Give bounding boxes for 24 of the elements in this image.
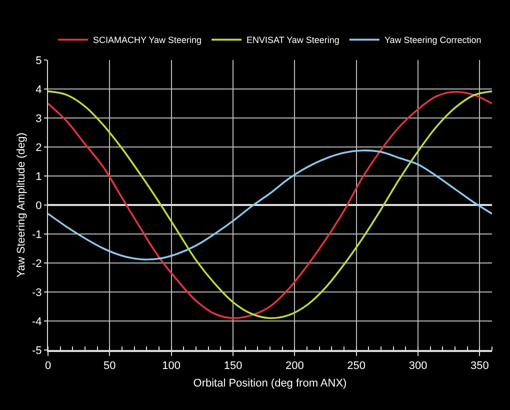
legend-label: SCIAMACHY Yaw Steering: [93, 35, 202, 46]
x-tick-label: 100: [162, 360, 181, 372]
x-tick-label: 350: [470, 360, 489, 372]
y-tick-label: 3: [36, 112, 42, 125]
x-tick-label: 250: [347, 360, 366, 372]
y-tick-label: -1: [32, 228, 42, 241]
y-tick-label: 1: [36, 170, 42, 183]
y-tick-label: -3: [32, 286, 42, 299]
y-tick-label: -4: [32, 316, 42, 328]
x-tick-label: 0: [44, 360, 52, 372]
legend-label: ENVISAT Yaw Steering: [246, 35, 340, 46]
y-tick-label: 5: [36, 54, 42, 67]
y-axis-title: Yaw Steering Amplitude (deg): [16, 132, 28, 278]
x-tick-label: 200: [285, 360, 304, 372]
y-tick-label: -2: [32, 258, 42, 270]
y-tick-label: 0: [36, 200, 42, 212]
y-tick-label: 2: [36, 142, 42, 154]
legend-label: Yaw Steering Correction: [384, 35, 482, 46]
x-tick-label: 150: [224, 360, 242, 372]
x-axis-title: Orbital Position (deg from ANX): [193, 378, 347, 390]
y-tick-label: 4: [36, 84, 42, 96]
x-tick-label: 300: [408, 360, 428, 372]
y-tick-label: -5: [32, 344, 42, 357]
x-tick-label: 50: [104, 360, 116, 372]
